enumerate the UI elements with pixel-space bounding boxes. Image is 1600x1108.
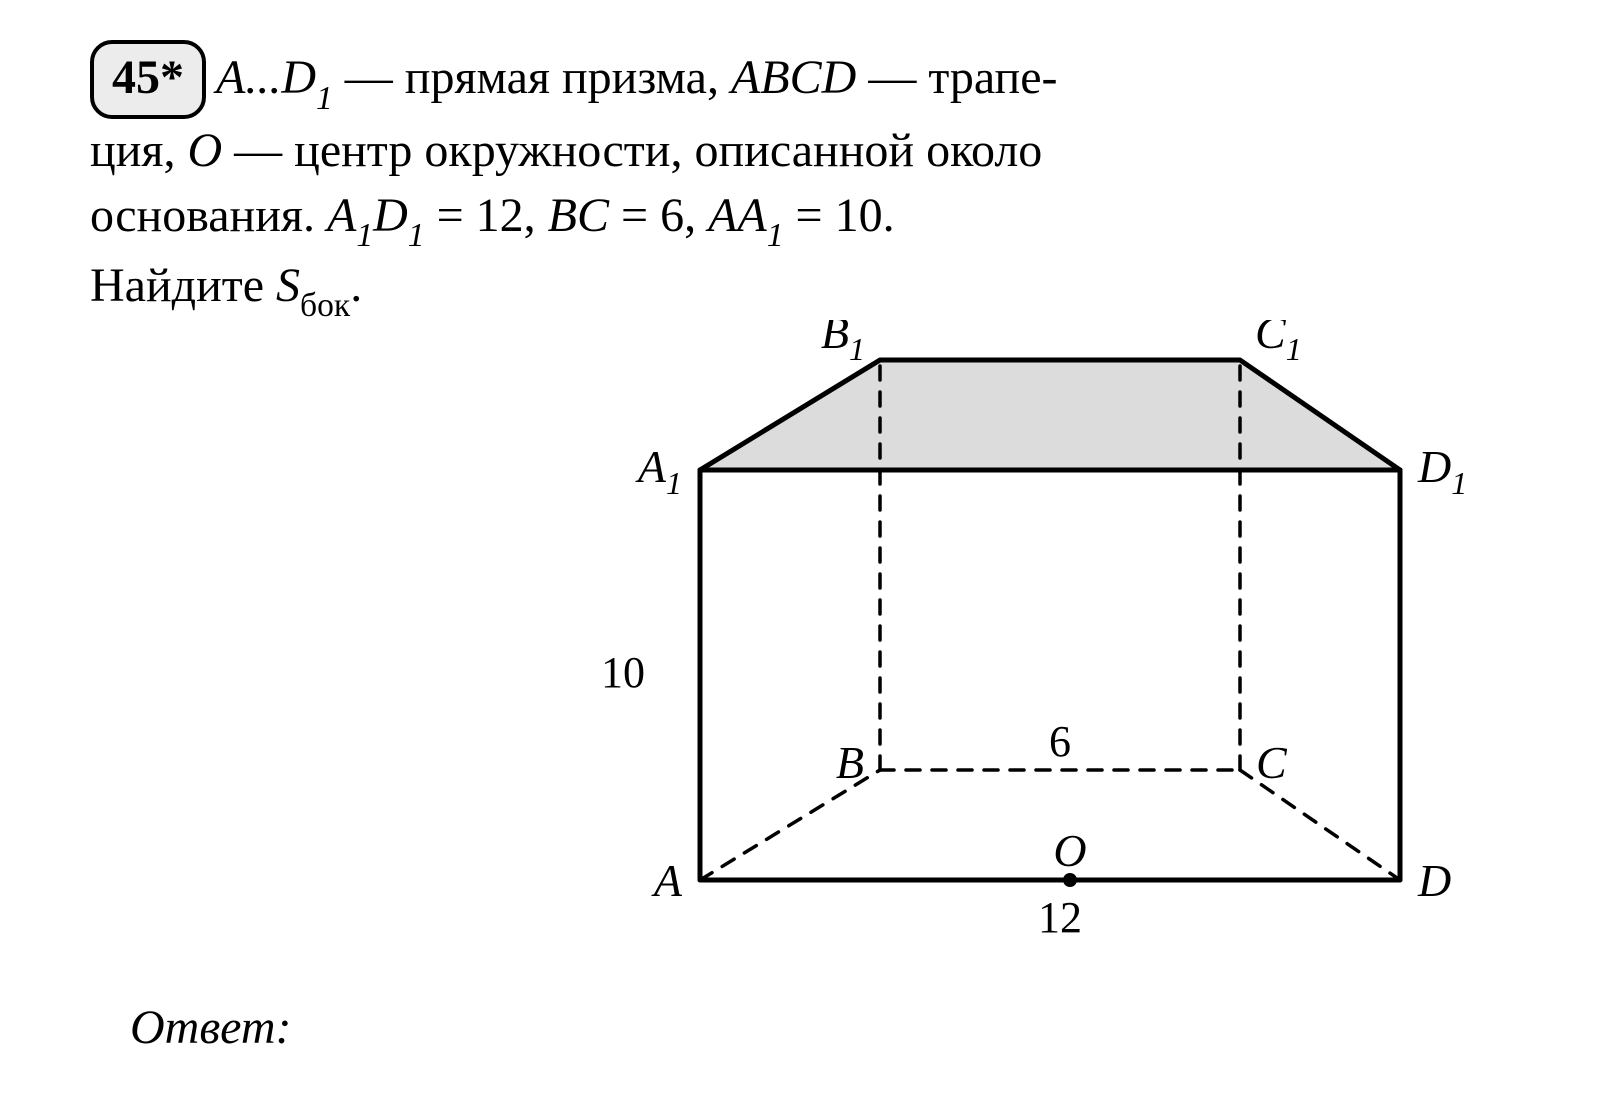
sym-s: S (276, 259, 300, 312)
svg-text:A1: A1 (635, 441, 682, 501)
problem-number-badge: 45* (90, 40, 206, 119)
svg-text:D: D (1417, 855, 1451, 906)
eq1-sub1: 1 (356, 217, 373, 254)
sym-o: O (187, 124, 222, 177)
text-tsiya: ция, (90, 124, 187, 177)
sym-abcd: ABCD (731, 51, 856, 104)
text-dot: . (350, 259, 362, 312)
eq1-sub2: 1 (408, 217, 425, 254)
eq2-rhs: = 6, (609, 189, 708, 242)
svg-text:6: 6 (1049, 717, 1071, 766)
eq2-lhs: BC (548, 189, 609, 242)
sym-a-d1-sub: 1 (316, 80, 333, 117)
prism-figure: B1 C1 A1 D1 A D B C O 10 6 12 (580, 320, 1540, 985)
svg-text:D1: D1 (1417, 441, 1467, 501)
svg-text:C: C (1256, 737, 1288, 788)
text-dash-prism: — прямая призма, (333, 51, 731, 104)
text-osnovaniya: основания. (90, 189, 327, 242)
text-trape: — трапе- (856, 51, 1057, 104)
eq3-sub: 1 (767, 217, 784, 254)
svg-text:B1: B1 (821, 320, 865, 367)
text-find: Найдите (90, 259, 276, 312)
eq1-rhs: = 12, (425, 189, 548, 242)
eq3-rhs: = 10. (784, 189, 895, 242)
svg-text:O: O (1053, 825, 1086, 876)
svg-text:12: 12 (1038, 893, 1082, 942)
answer-label: Ответ: (130, 1000, 291, 1055)
sym-s-sub: бок (300, 287, 350, 324)
problem-text: 45*A...D1 — прямая призма, ABCD — трапе-… (90, 40, 1530, 323)
text-center-circle: — центр окружности, описанной около (222, 124, 1042, 177)
eq1-d: D (373, 189, 408, 242)
eq3-a: AA (708, 189, 767, 242)
sym-a-d1-a: A...D (216, 51, 316, 104)
eq1-a: A (327, 189, 356, 242)
answer-label-text: Ответ: (130, 1001, 291, 1054)
svg-text:A: A (651, 855, 683, 906)
svg-text:B: B (836, 737, 864, 788)
svg-text:10: 10 (601, 648, 645, 697)
problem-number: 45* (112, 51, 184, 104)
svg-text:C1: C1 (1255, 320, 1302, 367)
